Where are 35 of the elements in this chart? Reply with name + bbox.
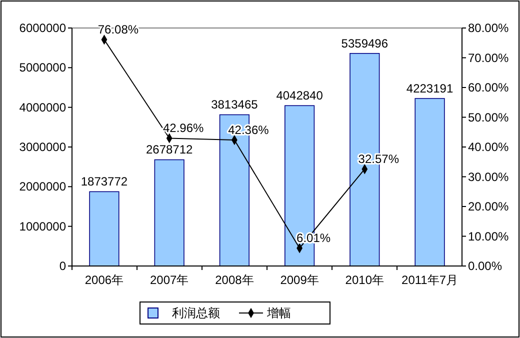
y-tick-label: 6000000 [19, 21, 66, 35]
x-tick-label: 2011年7月 [402, 273, 458, 287]
x-tick-label: 2010年 [345, 273, 384, 287]
data-label: 3813465 [211, 98, 258, 112]
data-label: 4042840 [276, 88, 324, 103]
y-tick-label: 0 [59, 259, 66, 273]
bar [89, 191, 120, 266]
y2-tick-label: 30.00% [468, 170, 510, 184]
y-tick-label: 2000000 [19, 180, 66, 194]
bar [154, 159, 184, 266]
legend-label: 增幅 [266, 306, 291, 320]
y-tick-label: 5000000 [19, 60, 66, 75]
y-tick-label: 3000000 [19, 140, 66, 154]
y2-tick-label: 0.00% [468, 259, 502, 273]
x-tick-label: 2008年 [215, 273, 254, 287]
legend-label: 利润总额 [172, 306, 220, 320]
x-tick-label: 2009年 [280, 273, 319, 287]
y-tick-label: 4000000 [19, 100, 66, 114]
bar [414, 98, 445, 266]
y2-tick-label: 50.00% [468, 110, 510, 124]
data-label: 1873772 [80, 174, 128, 189]
y2-tick-label: 70.00% [468, 50, 510, 65]
data-label: 76.08% [98, 22, 139, 37]
y2-tick-label: 60.00% [468, 80, 510, 94]
data-label: 2678712 [146, 142, 194, 157]
data-label: 4223191 [406, 81, 454, 96]
x-tick-label: 2006年 [84, 273, 124, 287]
y2-tick-label: 80.00% [468, 21, 510, 35]
y2-tick-label: 20.00% [468, 200, 510, 214]
x-tick-label: 2007年 [150, 273, 189, 287]
y-tick-label: 1000000 [19, 219, 66, 234]
y2-tick-label: 40.00% [468, 140, 510, 154]
data-label: 42.96% [162, 121, 204, 136]
data-label: 5359496 [341, 36, 388, 50]
y2-tick-label: 10.00% [468, 229, 510, 244]
